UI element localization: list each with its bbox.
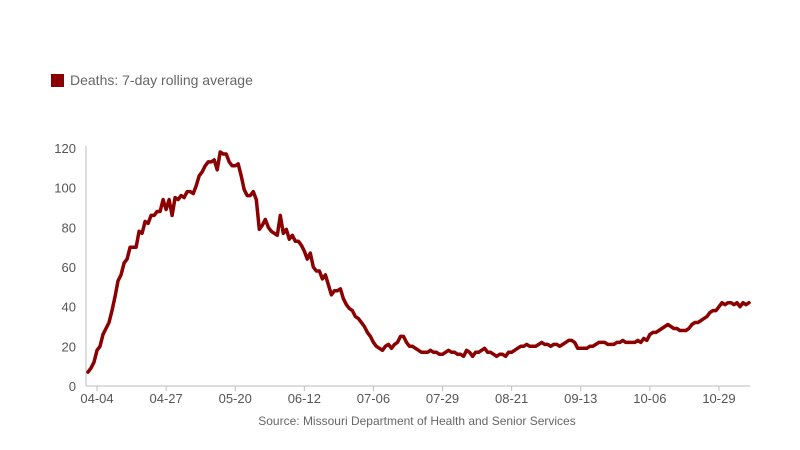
x-tick-label: 06-12 — [288, 391, 321, 406]
x-tick-label: 10-06 — [633, 391, 666, 406]
x-tick-label: 10-29 — [702, 391, 735, 406]
y-tick-label: 60 — [62, 260, 76, 275]
x-tick-label: 07-06 — [357, 391, 390, 406]
x-tick-label: 07-29 — [426, 391, 459, 406]
x-tick-label: 05-20 — [219, 391, 252, 406]
x-tick-label: 09-13 — [564, 391, 597, 406]
x-tick-label: 08-21 — [495, 391, 528, 406]
legend-label: Deaths: 7-day rolling average — [70, 72, 253, 88]
legend-swatch — [51, 73, 64, 87]
y-tick-label: 100 — [54, 181, 76, 196]
y-tick-label: 20 — [62, 339, 76, 354]
y-tick-label: 40 — [62, 300, 76, 315]
y-tick-label: 80 — [62, 220, 76, 235]
source-note: Source: Missouri Department of Health an… — [258, 414, 576, 428]
x-tick-label: 04-04 — [80, 391, 113, 406]
y-tick-label: 0 — [69, 379, 76, 394]
series-line-deaths — [86, 150, 751, 374]
x-tick-label: 04-27 — [149, 391, 182, 406]
y-tick-label: 120 — [54, 141, 76, 156]
legend: Deaths: 7-day rolling average — [51, 72, 253, 88]
